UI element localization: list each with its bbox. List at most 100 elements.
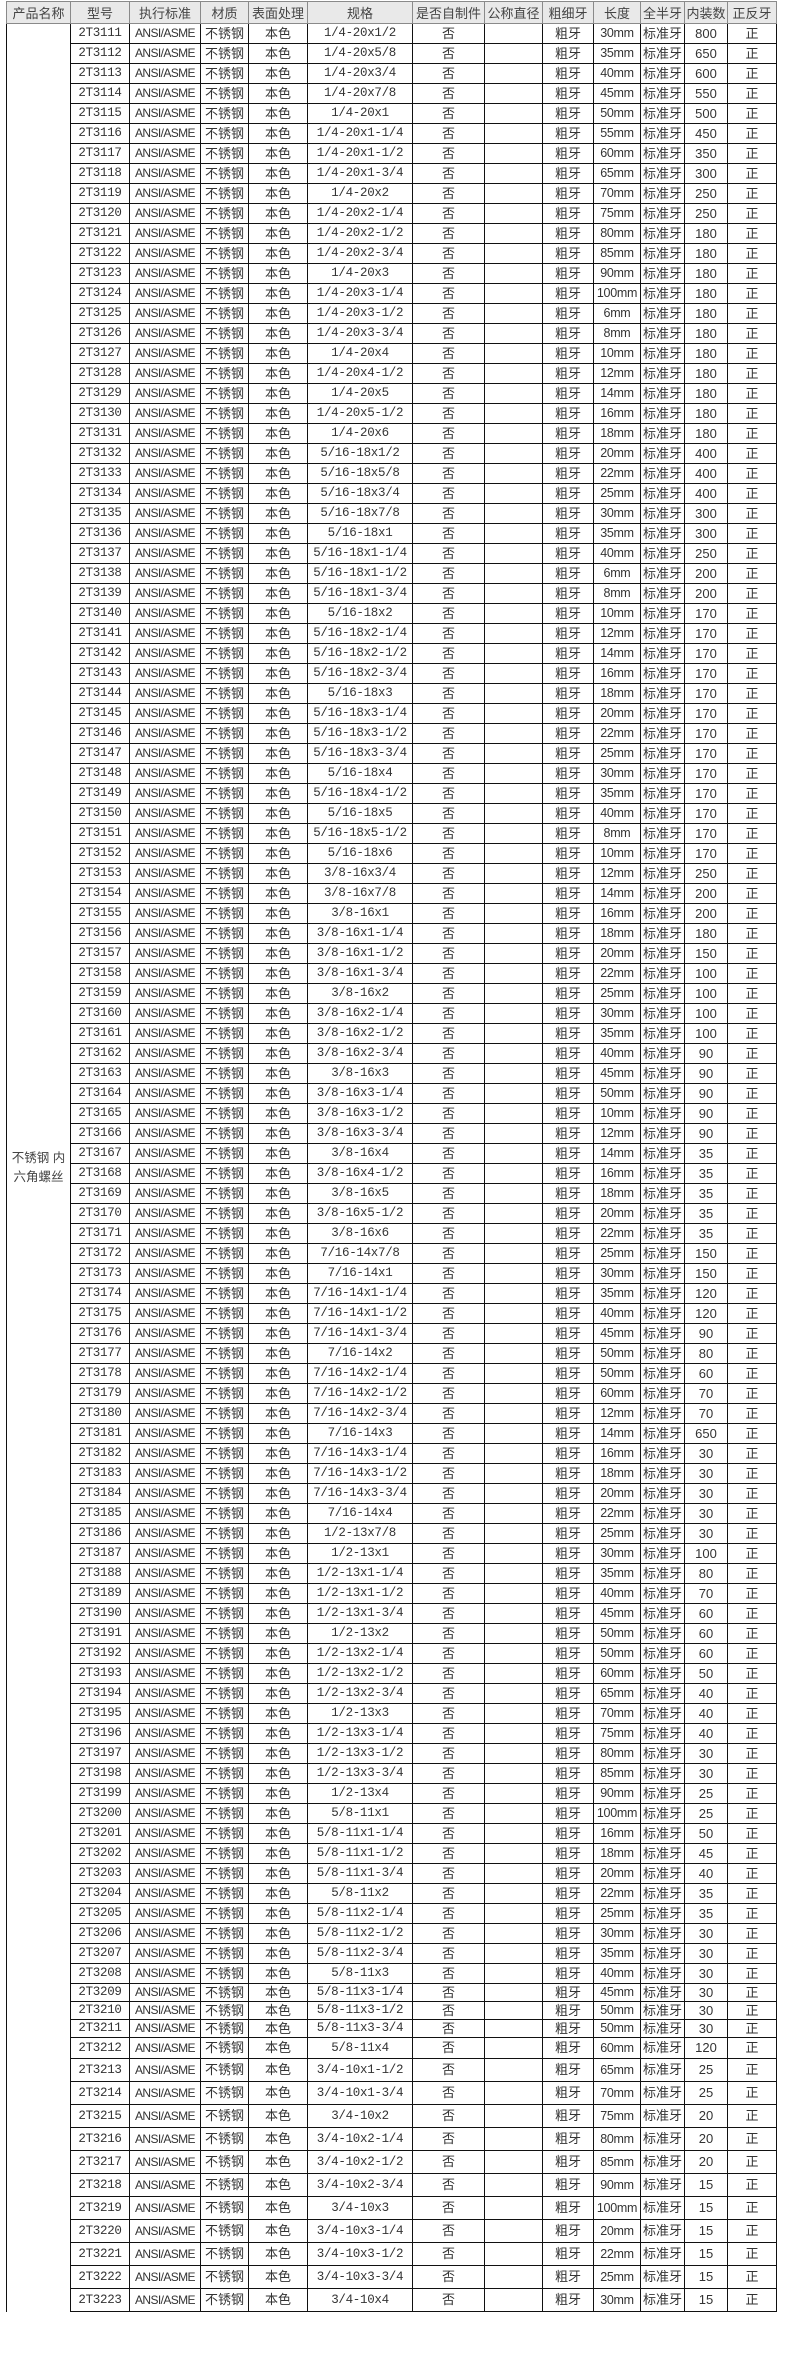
cell-thread-direction: 正 (727, 783, 777, 804)
cell-self-made: 否 (412, 1763, 485, 1784)
cell-pack-qty: 90 (684, 1083, 728, 1104)
cell-thread-direction: 正 (727, 183, 777, 204)
cell-spec: 3/8-16x4-1/2 (307, 1163, 413, 1184)
cell-thread-direction: 正 (727, 1083, 777, 1104)
cell-spec: 7/16-14x3-3/4 (307, 1483, 413, 1504)
cell-thread-direction: 正 (727, 823, 777, 844)
cell-thread-pitch: 粗牙 (542, 23, 594, 44)
cell-thread-direction: 正 (727, 683, 777, 704)
cell-self-made: 否 (412, 723, 485, 744)
table-row: 2T3167 ANSI/ASME 不锈钢 本色 3/8-16x4 否 粗牙 14mm 标准牙 35… (7, 1143, 777, 1164)
cell-length: 10mm (593, 343, 641, 364)
cell-material: 不锈钢 (200, 103, 249, 124)
cell-surface: 本色 (248, 1723, 308, 1744)
cell-material: 不锈钢 (200, 1883, 249, 1904)
table-row: 2T3190 ANSI/ASME 不锈钢 本色 1/2-13x1-3/4 否 粗牙 45mm 标… (7, 1603, 777, 1624)
cell-thread-type: 标准牙 (640, 443, 685, 464)
cell-material: 不锈钢 (200, 1523, 249, 1544)
cell-thread-pitch: 粗牙 (542, 843, 594, 864)
cell-material: 不锈钢 (200, 503, 249, 524)
cell-material: 不锈钢 (200, 963, 249, 984)
cell-length: 45mm (593, 83, 641, 104)
cell-thread-direction: 正 (727, 1963, 777, 1984)
cell-surface: 本色 (248, 343, 308, 364)
cell-thread-pitch: 粗牙 (542, 983, 594, 1004)
cell-pack-qty: 25 (684, 2058, 728, 2082)
cell-pack-qty: 180 (684, 363, 728, 384)
cell-spec: 5/16-18x3 (307, 683, 413, 704)
cell-standard: ANSI/ASME (129, 1403, 201, 1424)
cell-thread-pitch: 粗牙 (542, 943, 594, 964)
cell-pack-qty: 15 (684, 2288, 728, 2312)
cell-thread-pitch: 粗牙 (542, 323, 594, 344)
cell-model: 2T3147 (70, 743, 130, 764)
cell-nominal-diameter (484, 283, 543, 304)
cell-nominal-diameter (484, 2242, 543, 2266)
cell-self-made: 否 (412, 1583, 485, 1604)
cell-self-made: 否 (412, 883, 485, 904)
cell-thread-pitch: 粗牙 (542, 2196, 594, 2220)
cell-nominal-diameter (484, 1903, 543, 1924)
cell-length: 70mm (593, 1703, 641, 1724)
table-row: 2T3214 ANSI/ASME 不锈钢 本色 3/4-10x1-3/4 否 粗牙 70mm 标… (7, 2081, 777, 2105)
cell-material: 不锈钢 (200, 1323, 249, 1344)
cell-length: 6mm (593, 563, 641, 584)
cell-model: 2T3150 (70, 803, 130, 824)
cell-thread-type: 标准牙 (640, 2288, 685, 2312)
cell-length: 60mm (593, 2037, 641, 2059)
cell-self-made: 否 (412, 2058, 485, 2082)
cell-model: 2T3217 (70, 2150, 130, 2174)
cell-model: 2T3181 (70, 1423, 130, 1444)
cell-nominal-diameter (484, 83, 543, 104)
cell-surface: 本色 (248, 403, 308, 424)
table-row: 2T3160 ANSI/ASME 不锈钢 本色 3/8-16x2-1/4 否 粗牙 30mm 标… (7, 1003, 777, 1024)
cell-pack-qty: 350 (684, 143, 728, 164)
cell-nominal-diameter (484, 703, 543, 724)
cell-thread-pitch: 粗牙 (542, 363, 594, 384)
cell-surface: 本色 (248, 643, 308, 664)
cell-spec: 3/4-10x2-1/4 (307, 2127, 413, 2151)
cell-model: 2T3206 (70, 1923, 130, 1944)
cell-thread-pitch: 粗牙 (542, 2058, 594, 2082)
cell-material: 不锈钢 (200, 1043, 249, 1064)
cell-material: 不锈钢 (200, 603, 249, 624)
cell-pack-qty: 100 (684, 1003, 728, 1024)
cell-material: 不锈钢 (200, 1383, 249, 1404)
cell-thread-pitch: 粗牙 (542, 423, 594, 444)
table-row: 2T3125 ANSI/ASME 不锈钢 本色 1/4-20x3-1/2 否 粗牙 6mm 标准… (7, 303, 777, 324)
cell-thread-pitch: 粗牙 (542, 963, 594, 984)
table-row: 2T3215 ANSI/ASME 不锈钢 本色 3/4-10x2 否 粗牙 75mm 标准牙 20… (7, 2104, 777, 2128)
cell-length: 50mm (593, 2001, 641, 2020)
cell-thread-direction: 正 (727, 703, 777, 724)
cell-pack-qty: 170 (684, 643, 728, 664)
cell-material: 不锈钢 (200, 883, 249, 904)
cell-pack-qty: 100 (684, 1543, 728, 1564)
cell-material: 不锈钢 (200, 523, 249, 544)
cell-length: 25mm (593, 743, 641, 764)
cell-standard: ANSI/ASME (129, 1263, 201, 1284)
cell-length: 35mm (593, 783, 641, 804)
cell-nominal-diameter (484, 1963, 543, 1984)
cell-length: 20mm (593, 1483, 641, 1504)
cell-model: 2T3164 (70, 1083, 130, 1104)
cell-spec: 1/2-13x7/8 (307, 1523, 413, 1544)
cell-spec: 5/16-18x6 (307, 843, 413, 864)
cell-standard: ANSI/ASME (129, 703, 201, 724)
cell-standard: ANSI/ASME (129, 243, 201, 264)
cell-material: 不锈钢 (200, 263, 249, 284)
cell-thread-direction: 正 (727, 443, 777, 464)
cell-length: 22mm (593, 2242, 641, 2266)
cell-length: 40mm (593, 1583, 641, 1604)
cell-pack-qty: 250 (684, 543, 728, 564)
cell-surface: 本色 (248, 1743, 308, 1764)
cell-standard: ANSI/ASME (129, 983, 201, 1004)
cell-self-made: 否 (412, 483, 485, 504)
cell-thread-direction: 正 (727, 1043, 777, 1064)
cell-thread-type: 标准牙 (640, 1483, 685, 1504)
cell-spec: 1/2-13x3-1/2 (307, 1743, 413, 1764)
cell-standard: ANSI/ASME (129, 2058, 201, 2082)
cell-thread-direction: 正 (727, 1923, 777, 1944)
cell-length: 85mm (593, 2150, 641, 2174)
cell-spec: 3/8-16x6 (307, 1223, 413, 1244)
cell-surface: 本色 (248, 743, 308, 764)
